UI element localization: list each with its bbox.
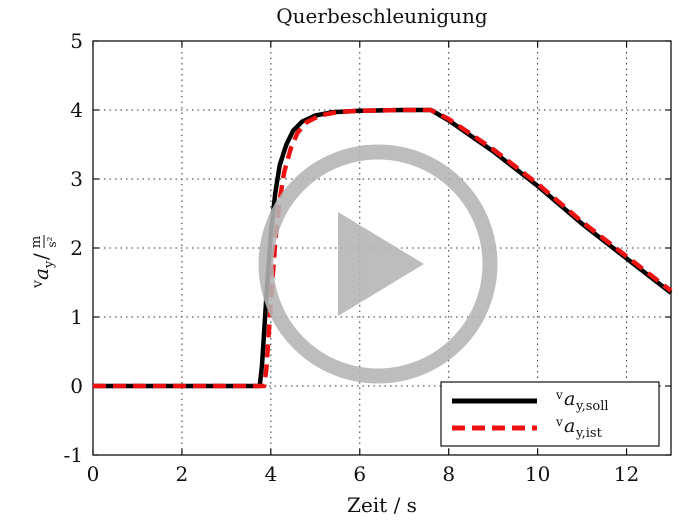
legend-box bbox=[440, 381, 660, 447]
svg-text:a: a bbox=[564, 415, 575, 437]
y-label-unit-numerator: m bbox=[29, 236, 44, 248]
svg-text:y,ist: y,ist bbox=[575, 426, 603, 441]
y-label-unit-denominator: s² bbox=[45, 236, 59, 247]
x-tick-label: 2 bbox=[176, 462, 189, 486]
play-icon bbox=[338, 212, 424, 316]
x-tick-label: 0 bbox=[87, 462, 100, 486]
chart-title: Querbeschleunigung bbox=[276, 4, 488, 28]
x-tick-label: 8 bbox=[442, 462, 455, 486]
y-label-prefix: v bbox=[30, 280, 46, 289]
play-button[interactable] bbox=[258, 144, 498, 384]
x-tick-labels: 0 2 4 6 8 10 12 bbox=[87, 462, 640, 486]
svg-text:v: v bbox=[555, 415, 563, 429]
svg-text:v: v bbox=[555, 388, 563, 402]
legend: v a y,soll v a y,ist bbox=[440, 381, 660, 447]
y-tick-label: 1 bbox=[70, 305, 83, 329]
y-tick-label: -1 bbox=[64, 443, 83, 467]
x-tick-label: 6 bbox=[353, 462, 366, 486]
play-ring-icon bbox=[258, 144, 498, 384]
y-tick-label: 4 bbox=[70, 98, 83, 122]
y-label-slash: / bbox=[29, 253, 53, 260]
y-tick-label: 0 bbox=[70, 374, 83, 398]
x-tick-label: 10 bbox=[525, 462, 550, 486]
y-axis-label: v a y / m s² bbox=[29, 235, 59, 289]
y-tick-label: 3 bbox=[70, 167, 83, 191]
y-label-symbol: a bbox=[29, 268, 53, 280]
x-axis-label: Zeit / s bbox=[347, 493, 417, 517]
y-tick-label: 2 bbox=[70, 236, 83, 260]
legend-entry-soll: v a y,soll bbox=[555, 388, 609, 414]
x-tick-label: 12 bbox=[614, 462, 639, 486]
x-tick-label: 4 bbox=[264, 462, 277, 486]
svg-text:a: a bbox=[564, 388, 575, 410]
legend-entry-ist: v a y,ist bbox=[555, 415, 603, 441]
svg-text:y,soll: y,soll bbox=[575, 399, 609, 414]
y-label-subscript: y bbox=[42, 260, 57, 269]
y-tick-label: 5 bbox=[70, 29, 83, 53]
y-tick-labels: -1 0 1 2 3 4 5 bbox=[64, 29, 83, 467]
